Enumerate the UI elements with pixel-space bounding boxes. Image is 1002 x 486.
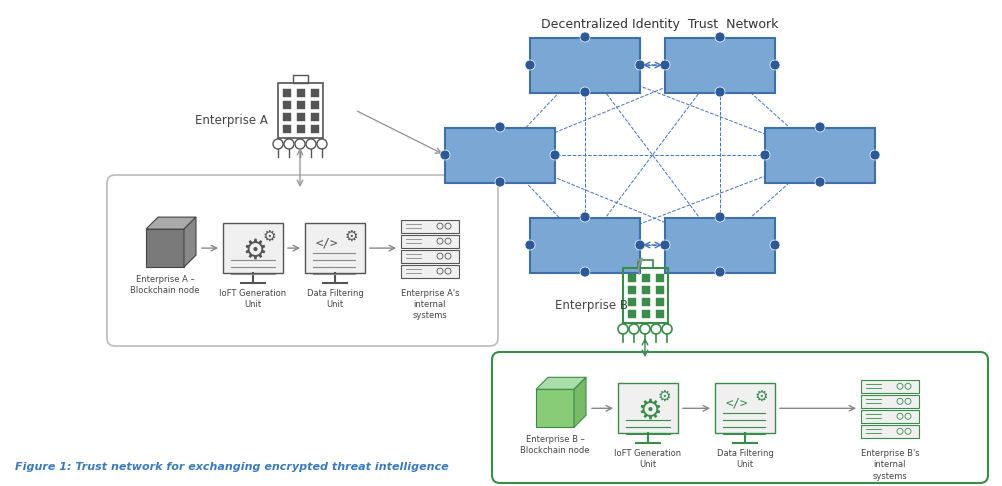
Bar [655,310,663,318]
Bar [664,38,775,93]
Text: Enterprise A's
internal
systems: Enterprise A's internal systems [401,289,459,320]
Bar [278,83,323,138]
Bar [714,383,775,434]
Bar [627,310,635,318]
Circle shape [869,150,879,160]
FancyBboxPatch shape [107,175,498,346]
Text: </>: </> [725,397,747,410]
Bar [283,89,291,97]
Text: Figure 1: Trust network for exchanging encrypted threat intelligence: Figure 1: Trust network for exchanging e… [15,462,448,472]
Text: ⚙: ⚙ [656,389,670,404]
FancyBboxPatch shape [492,352,987,483]
Bar [641,298,649,306]
Circle shape [714,87,724,97]
Polygon shape [183,217,195,267]
Circle shape [815,122,825,132]
Bar [311,125,319,133]
Bar [627,274,635,282]
Bar [146,229,183,267]
Circle shape [634,60,644,70]
Bar [401,265,459,278]
Circle shape [659,60,669,70]
Circle shape [770,240,780,250]
Bar [283,125,291,133]
Circle shape [579,32,589,42]
Bar [765,128,874,183]
Text: IoFT Generation
Unit: IoFT Generation Unit [219,289,287,309]
Circle shape [549,150,559,160]
Bar [622,268,667,323]
Bar [617,383,677,434]
Bar [297,89,305,97]
Text: Enterprise B: Enterprise B [554,298,627,312]
Text: Data Filtering
Unit: Data Filtering Unit [715,449,773,469]
Circle shape [579,212,589,222]
Circle shape [524,240,534,250]
Bar [637,260,652,268]
Bar [283,101,291,109]
Text: ⚙: ⚙ [637,396,661,424]
Bar [297,113,305,121]
Bar [655,274,663,282]
Circle shape [760,150,770,160]
Bar [283,113,291,121]
Text: Enterprise A: Enterprise A [194,114,268,126]
Circle shape [579,267,589,277]
Bar [401,235,459,248]
Text: IoFT Generation
Unit: IoFT Generation Unit [614,449,681,469]
Bar [535,389,573,427]
Text: Enterprise B's
internal
systems: Enterprise B's internal systems [860,449,919,481]
Bar [627,298,635,306]
Text: </>: </> [316,237,338,250]
Bar [311,89,319,97]
Text: ⚙: ⚙ [344,228,358,243]
Circle shape [659,240,669,250]
Bar [297,101,305,109]
Circle shape [524,60,534,70]
Circle shape [714,212,724,222]
Bar [222,223,283,273]
Bar [655,298,663,306]
Text: Enterprise A –
Blockchain node: Enterprise A – Blockchain node [130,275,199,295]
Circle shape [770,60,780,70]
Text: ⚙: ⚙ [242,236,268,264]
Bar [311,113,319,121]
Circle shape [579,87,589,97]
Bar [641,274,649,282]
Bar [641,310,649,318]
Bar [293,75,308,83]
Text: Decentralized Identity  Trust  Network: Decentralized Identity Trust Network [541,18,778,31]
Text: ⚙: ⚙ [754,389,768,404]
Circle shape [495,177,504,187]
Bar [664,218,775,273]
Bar [641,286,649,294]
Circle shape [440,150,450,160]
Bar [627,286,635,294]
Polygon shape [146,217,195,229]
Bar [305,223,365,273]
Bar [297,125,305,133]
Bar [529,218,639,273]
Bar [401,250,459,263]
Bar [860,381,918,393]
Circle shape [714,267,724,277]
Bar [529,38,639,93]
Bar [311,101,319,109]
Bar [860,410,918,423]
Circle shape [815,177,825,187]
Polygon shape [535,377,585,389]
Text: Data Filtering
Unit: Data Filtering Unit [307,289,363,309]
Circle shape [714,32,724,42]
Circle shape [634,240,644,250]
Bar [445,128,554,183]
Text: Enterprise B –
Blockchain node: Enterprise B – Blockchain node [520,435,589,455]
Bar [655,286,663,294]
Bar [860,425,918,438]
Circle shape [495,122,504,132]
Bar [860,395,918,408]
Polygon shape [573,377,585,427]
Bar [401,220,459,233]
Text: ⚙: ⚙ [262,228,276,243]
